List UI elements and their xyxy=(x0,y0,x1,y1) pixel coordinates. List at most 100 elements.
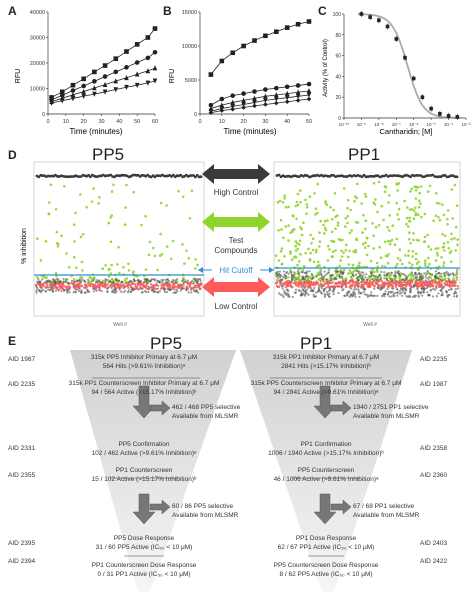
scatter-pp1-test-point xyxy=(336,221,340,224)
scatter-pp5-neg-point xyxy=(167,288,170,291)
scatter-pp1-test-point xyxy=(377,180,381,184)
scatter-pp1-low-point xyxy=(282,282,285,285)
scatter-pp5-test-point xyxy=(159,232,162,236)
scatter-pp1-test-point xyxy=(282,236,285,240)
chart-b-series-3-point xyxy=(263,98,268,104)
scatter-pp1-low-point xyxy=(286,284,289,287)
scatter-pp1-neg-point xyxy=(359,292,363,295)
scatter-pp1-low-point xyxy=(445,284,449,287)
scatter-pp1-test-point xyxy=(428,262,431,266)
scatter-pp1-neg-point xyxy=(401,294,404,297)
scatter-pp1-high-point xyxy=(384,173,388,177)
scatter-pp1-test-point xyxy=(279,250,283,253)
scatter-pp1-test-point xyxy=(398,248,402,251)
scatter-pp1-low-point xyxy=(315,282,318,285)
scatter-pp1-test-point xyxy=(346,255,350,259)
scatter-pp1-low-point xyxy=(275,285,279,288)
chart-b-series-0-point xyxy=(274,29,279,35)
left-stage3-line1: PP5 Confirmation xyxy=(118,441,170,448)
scatter-pp1-test-point xyxy=(443,277,446,280)
scatter-pp1-test-point xyxy=(319,268,322,272)
scatter-pp5-frame xyxy=(33,161,205,317)
scatter-pp1-neg-point xyxy=(426,291,429,294)
scatter-pp1-test-point xyxy=(360,202,363,205)
right-stage5-line2: 62 / 67 PP1 Active (IC₅₀ < 10 μM) xyxy=(277,544,375,551)
chart-a-series-1-point xyxy=(134,60,140,65)
scatter-pp1-low-point xyxy=(305,282,308,285)
funnel-right-down-arrow-1 xyxy=(313,385,337,419)
scatter-pp1-test-point xyxy=(437,265,441,268)
scatter-pp5-test-point xyxy=(104,264,107,267)
chart-b: RFU Time (minutes) 0 10 20 30 40 50 0 5000 10000… xyxy=(169,10,312,136)
scatter-pp1-test-point xyxy=(326,219,329,222)
scatter-pp1-low-point xyxy=(438,282,441,285)
scatter-pp1-neg-point xyxy=(406,275,409,279)
scatter-pp5-low-point xyxy=(187,282,190,285)
scatter-pp1-neg-point xyxy=(303,286,306,289)
scatter-pp1-test-point xyxy=(322,223,325,227)
chart-c-ytick-label: 0 xyxy=(338,116,341,122)
scatter-pp1-neg-point xyxy=(454,274,457,277)
scatter-pp1-neg-point xyxy=(396,288,399,291)
scatter-pp1-test-point xyxy=(274,254,278,257)
scatter-pp1-test-point xyxy=(432,219,435,222)
high-control-label: High Control xyxy=(214,188,259,197)
scatter-pp1-test-point xyxy=(334,249,337,252)
scatter-pp5-low-point xyxy=(134,284,137,288)
scatter-pp1-test-point xyxy=(409,241,412,245)
scatter-pp1-test-point xyxy=(361,231,364,234)
scatter-pp1-test-point xyxy=(300,233,304,237)
scatter-pp1-neg-point xyxy=(331,281,334,284)
scatter-pp1-high-point xyxy=(330,173,333,177)
chart-a-series-2-point xyxy=(92,85,97,91)
scatter-pp1-low-point xyxy=(311,283,314,286)
scatter-pp5-test-point xyxy=(140,223,143,227)
scatter-pp1-test-point xyxy=(413,185,417,188)
scatter-pp1-test-point xyxy=(372,181,376,185)
scatter-pp5-neg-point xyxy=(112,288,115,291)
scatter-pp1-neg-point xyxy=(443,285,446,288)
scatter-pp1-test-point xyxy=(417,260,420,263)
scatter-pp1-low-point xyxy=(351,283,354,286)
chart-a-series-0-point xyxy=(124,49,129,54)
scatter-pp5-neg-point xyxy=(60,290,63,293)
scatter-pp5-neg-point xyxy=(62,280,65,283)
scatter-pp1-neg-point xyxy=(441,291,444,294)
scatter-pp1-neg-point xyxy=(323,295,326,298)
scatter-pp1-test-point xyxy=(442,213,446,217)
scatter-pp1-neg-point xyxy=(312,289,315,292)
scatter-pp1-neg-point xyxy=(328,292,331,295)
scatter-pp1-test-point xyxy=(296,203,300,207)
scatter-pp5-high-point xyxy=(172,173,175,177)
scatter-pp1-neg-point xyxy=(320,272,323,276)
scatter-pp1-low-point xyxy=(319,284,322,287)
left-stage2-line1: 315k PP1 Counterscreen Inhibitor Primary… xyxy=(68,380,220,387)
scatter-pp1-neg-point xyxy=(333,278,336,281)
chart-b-series-4-point xyxy=(241,105,246,110)
chart-a-series-3-point xyxy=(81,93,86,99)
scatter-pp1-test-point xyxy=(323,219,327,223)
scatter-pp5-test-point xyxy=(156,268,159,272)
scatter-pp5-test-point xyxy=(36,237,39,240)
panel-label-c: C xyxy=(318,4,327,18)
scatter-pp5-low-point xyxy=(152,284,155,287)
funnel-graphic xyxy=(70,350,412,592)
scatter-pp5-neg-point xyxy=(147,290,150,294)
chart-a-series-3-point xyxy=(152,78,158,84)
left-side2-line1: 60 / 86 PP5 selective xyxy=(172,503,234,510)
scatter-pp1-low-point xyxy=(349,285,352,288)
scatter-pp1-test-point xyxy=(302,265,306,268)
scatter-pp1-neg-point xyxy=(409,290,412,293)
scatter-pp1-neg-point xyxy=(416,288,419,291)
scatter-pp1-neg-point xyxy=(445,270,448,274)
scatter-pp5-test-point xyxy=(56,245,60,248)
scatter-pp5-neg-point xyxy=(118,279,121,282)
scatter-pp1-high-point xyxy=(405,173,408,177)
scatter-pp5-neg-point xyxy=(124,289,127,292)
scatter-pp5-neg-point xyxy=(141,287,144,290)
scatter-pp1-test-point xyxy=(280,262,284,266)
scatter-pp1-neg-point xyxy=(423,272,426,275)
scatter-pp5-test-point xyxy=(54,271,58,275)
scatter-pp1-neg-point xyxy=(292,281,295,284)
scatter-pp1-test-point xyxy=(315,248,318,252)
